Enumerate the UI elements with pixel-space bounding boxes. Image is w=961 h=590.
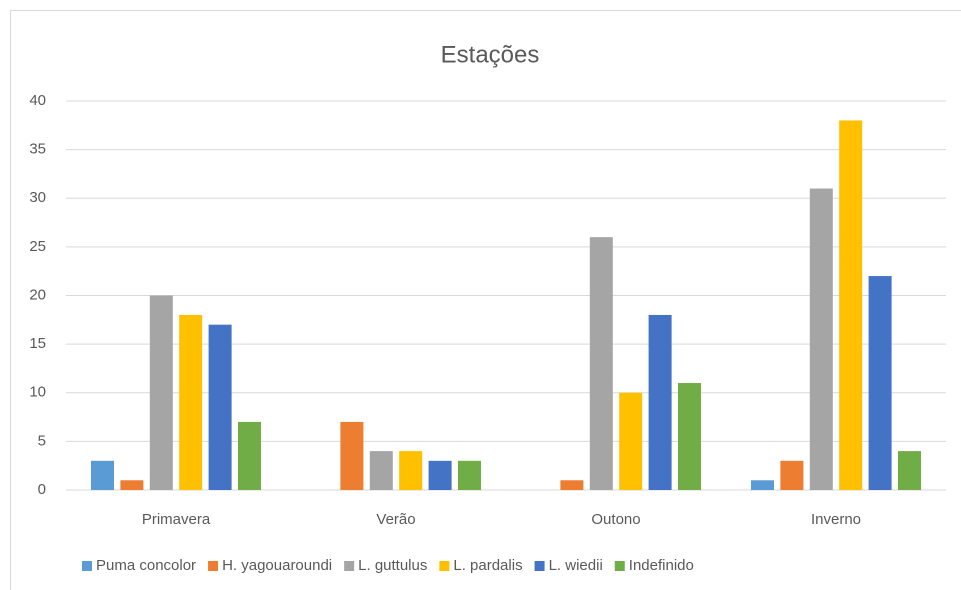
y-tick-label: 20: [29, 286, 46, 303]
bar: [428, 460, 452, 490]
chart-frame: [10, 10, 961, 590]
bar: [149, 295, 173, 490]
bar: [560, 480, 584, 490]
y-tick-label: 10: [29, 384, 46, 401]
legend-label: Indefinido: [629, 557, 694, 574]
legend-label: L. pardalis: [453, 557, 522, 574]
y-tick-label: 35: [29, 141, 46, 158]
bar: [340, 421, 364, 490]
bar: [839, 120, 863, 490]
bar: [399, 451, 423, 490]
bar: [589, 237, 613, 490]
bar: [648, 314, 672, 490]
y-tick-label: 5: [38, 432, 46, 449]
x-tick-label: Outono: [591, 511, 640, 528]
bar: [751, 480, 774, 490]
legend-swatch: [614, 561, 625, 571]
bar: [619, 392, 643, 490]
bar: [208, 324, 232, 490]
y-tick-label: 30: [29, 189, 46, 206]
y-tick-label: 40: [29, 92, 46, 109]
bar: [238, 421, 261, 490]
x-tick-label: Primavera: [142, 511, 211, 528]
bar: [91, 460, 114, 490]
bar: [809, 188, 833, 490]
bar: [780, 460, 804, 490]
y-tick-label: 25: [29, 238, 46, 255]
bar: [678, 383, 701, 490]
legend-label: Puma concolor: [96, 557, 196, 574]
legend-swatch: [534, 561, 545, 571]
legend-label: L. guttulus: [358, 557, 427, 574]
bar: [458, 460, 481, 490]
bar: [898, 451, 921, 490]
bar: [120, 480, 144, 490]
legend-label: L. wiedii: [549, 557, 603, 574]
y-tick-label: 0: [38, 481, 46, 498]
legend-label: H. yagouaroundi: [222, 557, 332, 574]
x-tick-label: Verão: [376, 511, 415, 528]
legend-swatch: [344, 561, 355, 571]
y-tick-label: 15: [29, 335, 46, 352]
legend-swatch: [82, 561, 92, 571]
x-tick-label: Inverno: [811, 511, 861, 528]
chart-title: Estações: [441, 41, 540, 68]
bar: [369, 451, 393, 490]
bar: [179, 314, 203, 490]
legend-swatch: [208, 561, 219, 571]
legend-swatch: [439, 561, 450, 571]
bar: [868, 276, 892, 490]
